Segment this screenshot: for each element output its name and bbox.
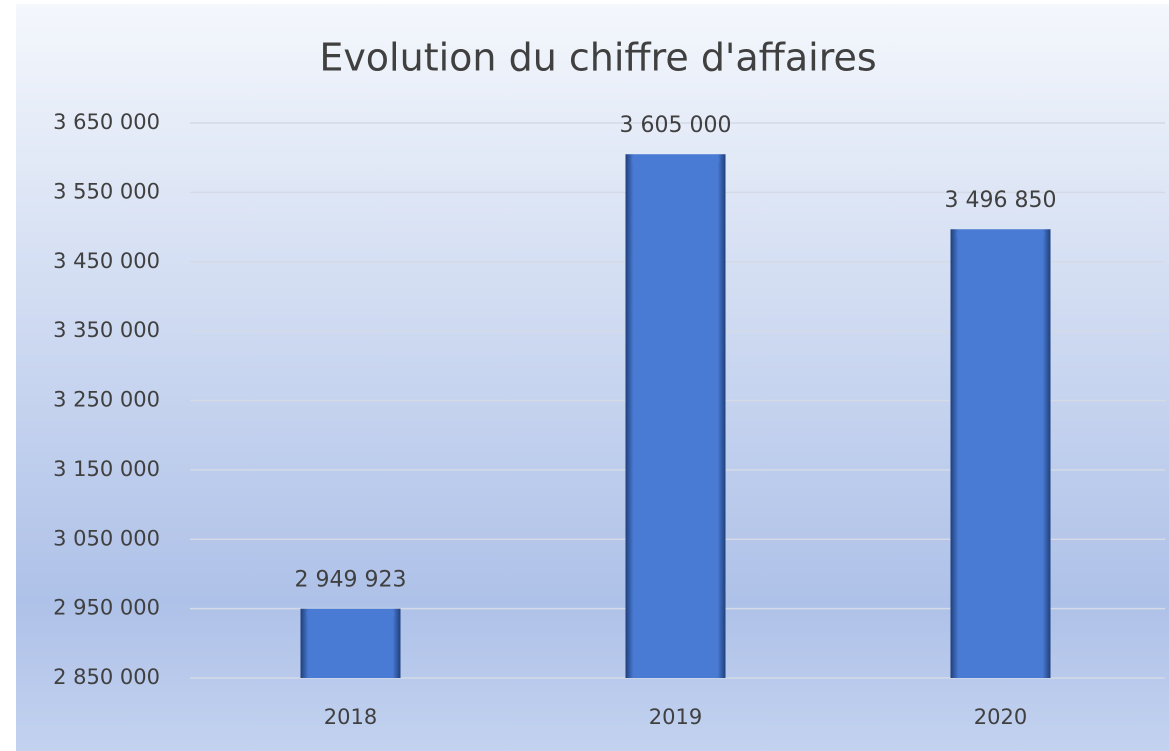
value-label: 3 605 000: [620, 113, 732, 138]
chart-title: Evolution du chiffre d'affaires: [319, 36, 876, 80]
y-tick-label: 3 650 000: [53, 110, 160, 134]
value-label: 2 949 923: [295, 568, 407, 593]
y-tick-label: 3 250 000: [53, 388, 160, 412]
x-tick-label: 2020: [974, 705, 1027, 729]
bar-bevel: [306, 611, 395, 617]
y-tick-label: 3 450 000: [53, 249, 160, 273]
y-tick-label: 3 050 000: [53, 526, 160, 550]
bar: [300, 608, 401, 678]
bar-bevel: [956, 232, 1045, 238]
y-tick-label: 2 950 000: [53, 596, 160, 620]
y-tick-label: 3 150 000: [53, 457, 160, 481]
bar: [950, 229, 1051, 679]
bar-bevel: [631, 157, 720, 163]
y-tick-label: 3 350 000: [53, 318, 160, 342]
x-tick-label: 2019: [649, 705, 702, 729]
x-tick-label: 2018: [324, 705, 377, 729]
value-label: 3 496 850: [945, 188, 1057, 213]
y-tick-label: 3 550 000: [53, 179, 160, 203]
y-tick-label: 2 850 000: [53, 665, 160, 689]
bar: [625, 154, 726, 678]
